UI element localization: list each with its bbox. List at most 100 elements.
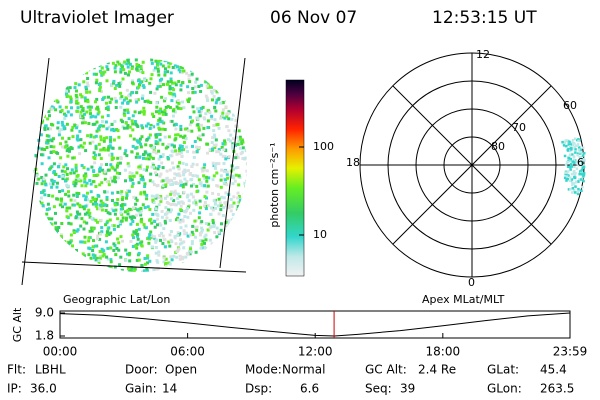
pixel <box>185 231 189 235</box>
pixel <box>68 246 72 250</box>
pixel <box>64 179 67 183</box>
pixel <box>194 201 198 205</box>
pixel <box>90 229 94 233</box>
pixel <box>56 126 60 130</box>
pixel <box>233 229 237 232</box>
pixel <box>132 236 135 240</box>
pixel <box>94 72 98 76</box>
pixel <box>60 108 64 112</box>
pixel <box>105 163 108 166</box>
pixel <box>228 254 232 258</box>
pixel <box>48 60 52 64</box>
pixel <box>150 245 154 249</box>
pixel <box>141 203 145 207</box>
pixel <box>214 206 217 210</box>
pixel <box>238 263 242 267</box>
pixel <box>230 117 234 121</box>
pixel <box>234 143 237 147</box>
pixel <box>146 269 149 272</box>
pixel <box>581 166 584 169</box>
pixel <box>64 140 68 144</box>
pixel <box>163 108 167 112</box>
pixel <box>233 58 237 62</box>
pixel <box>210 147 214 151</box>
pixel <box>37 267 40 271</box>
pixel <box>166 82 170 86</box>
pixel <box>571 139 575 142</box>
pixel <box>171 114 175 118</box>
pixel <box>169 269 173 272</box>
pixel <box>164 263 168 267</box>
pixel <box>48 182 52 186</box>
pixel <box>239 229 242 233</box>
pixel <box>91 196 95 200</box>
pixel <box>576 162 579 166</box>
pixel <box>236 142 240 146</box>
pixel <box>34 254 38 258</box>
pixel <box>120 198 124 201</box>
pixel <box>189 67 193 71</box>
pixel <box>67 221 71 225</box>
pixel <box>93 202 97 206</box>
pixel <box>155 105 159 109</box>
pixel <box>77 83 81 87</box>
pixel <box>131 128 135 132</box>
y-tick-label: 9.0 <box>35 306 54 320</box>
pixel <box>113 70 117 74</box>
pixel <box>161 153 165 157</box>
info-label: Door: <box>125 363 158 377</box>
pixel <box>110 128 114 132</box>
pixel <box>234 244 238 248</box>
pixel <box>49 151 53 154</box>
pixel <box>98 203 102 207</box>
pixel <box>225 237 229 241</box>
pixel <box>208 111 212 115</box>
pixel <box>178 242 182 246</box>
pixel <box>109 231 113 235</box>
pixel <box>202 166 206 170</box>
pixel <box>575 181 578 184</box>
pixel <box>70 147 74 151</box>
pixel <box>212 124 216 127</box>
pixel <box>177 201 181 205</box>
pixel <box>49 270 53 272</box>
pixel <box>213 163 217 167</box>
pixel <box>210 58 214 62</box>
pixel <box>75 109 79 113</box>
pixel <box>229 237 233 241</box>
mlt-label: 12 <box>476 48 490 61</box>
pixel <box>124 258 128 262</box>
pixel <box>243 133 247 136</box>
pixel <box>74 59 78 63</box>
pixel <box>60 255 64 259</box>
pixel <box>81 116 85 120</box>
pixel <box>199 83 203 87</box>
pixel <box>39 259 43 263</box>
pixel <box>102 253 106 256</box>
pixel <box>106 211 110 215</box>
pixel <box>69 70 73 74</box>
pixel <box>225 114 229 118</box>
pixel <box>172 176 176 180</box>
pixel <box>213 202 217 206</box>
pixel <box>209 264 213 268</box>
pixel <box>162 260 166 264</box>
pixel <box>95 97 99 101</box>
pixel <box>37 263 41 267</box>
pixel <box>152 165 155 169</box>
pixel <box>139 191 143 195</box>
pixel <box>185 180 189 183</box>
pixel <box>222 206 226 210</box>
pixel <box>222 181 226 185</box>
pixel <box>154 59 158 63</box>
pixel <box>65 149 69 153</box>
pixel <box>583 159 586 162</box>
pixel <box>573 191 577 194</box>
pixel <box>167 61 171 65</box>
pixel <box>161 166 165 170</box>
pixel <box>135 65 139 69</box>
pixel <box>200 226 204 230</box>
pixel <box>90 105 93 109</box>
pixel <box>82 141 86 145</box>
pixel <box>197 126 201 130</box>
